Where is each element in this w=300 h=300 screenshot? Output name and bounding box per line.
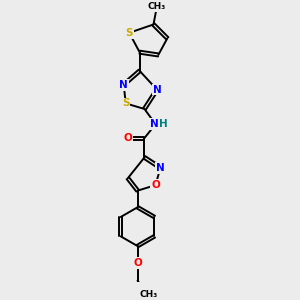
- Text: S: S: [125, 28, 133, 38]
- Text: N: N: [156, 163, 165, 173]
- Text: O: O: [124, 133, 132, 143]
- Text: H: H: [160, 119, 168, 129]
- Text: N: N: [119, 80, 128, 90]
- Text: N: N: [150, 119, 158, 129]
- Text: O: O: [151, 180, 160, 190]
- Text: CH₃: CH₃: [148, 2, 166, 11]
- Text: S: S: [122, 98, 130, 108]
- Text: CH₃: CH₃: [140, 290, 158, 299]
- Text: N: N: [152, 85, 161, 94]
- Text: O: O: [133, 258, 142, 268]
